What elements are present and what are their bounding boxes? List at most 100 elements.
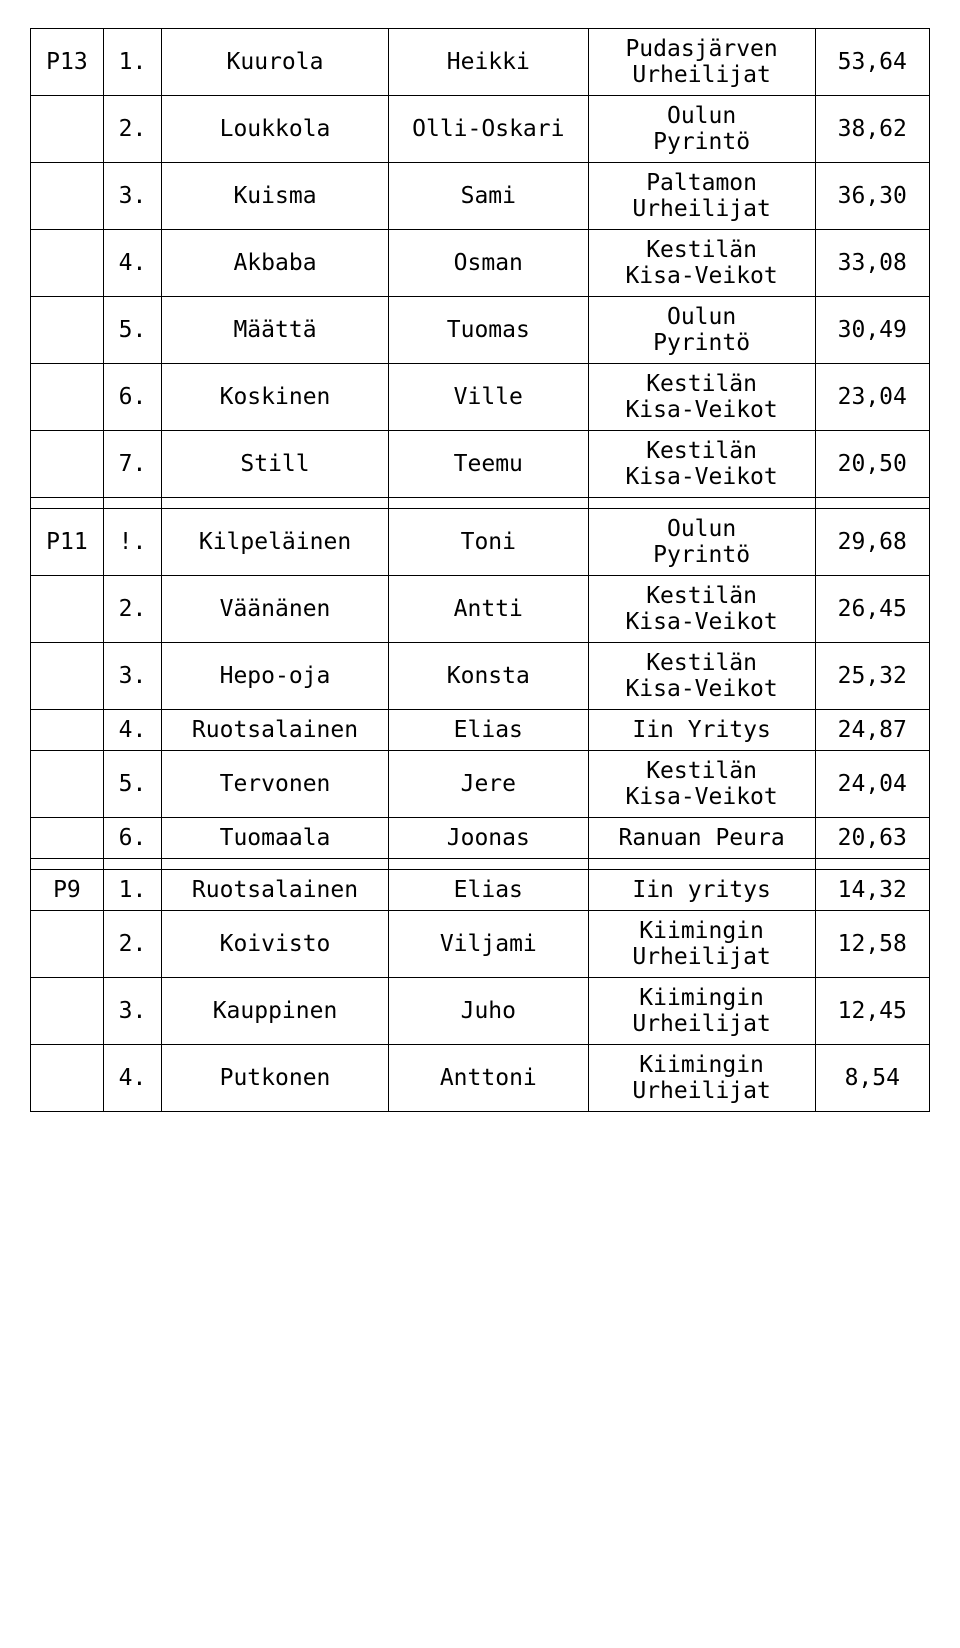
firstname-cell: Elias: [388, 870, 588, 911]
result-cell: 26,45: [815, 576, 929, 643]
firstname-cell: Elias: [388, 710, 588, 751]
spacer-cell: [815, 859, 929, 870]
club-cell: KestilänKisa-Veikot: [588, 364, 815, 431]
firstname-cell: Sami: [388, 163, 588, 230]
table-row: 4.PutkonenAnttoniKiiminginUrheilijat8,54: [31, 1045, 930, 1112]
club-cell: OulunPyrintö: [588, 297, 815, 364]
table-row: 2.VäänänenAnttiKestilänKisa-Veikot26,45: [31, 576, 930, 643]
result-cell: 30,49: [815, 297, 929, 364]
firstname-cell: Ville: [388, 364, 588, 431]
result-cell: 12,45: [815, 978, 929, 1045]
firstname-cell: Juho: [388, 978, 588, 1045]
lastname-cell: Putkonen: [162, 1045, 389, 1112]
group-cell: [31, 297, 104, 364]
club-cell: OulunPyrintö: [588, 509, 815, 576]
spacer-cell: [388, 498, 588, 509]
rank-cell: 4.: [103, 230, 161, 297]
club-cell: KestilänKisa-Veikot: [588, 431, 815, 498]
club-cell: PudasjärvenUrheilijat: [588, 29, 815, 96]
rank-cell: 7.: [103, 431, 161, 498]
group-cell: [31, 818, 104, 859]
table-row: 5.MäättäTuomasOulunPyrintö30,49: [31, 297, 930, 364]
result-cell: 25,32: [815, 643, 929, 710]
club-cell: KiiminginUrheilijat: [588, 978, 815, 1045]
firstname-cell: Toni: [388, 509, 588, 576]
group-cell: [31, 978, 104, 1045]
lastname-cell: Tervonen: [162, 751, 389, 818]
firstname-cell: Olli-Oskari: [388, 96, 588, 163]
result-cell: 29,68: [815, 509, 929, 576]
group-cell: P11: [31, 509, 104, 576]
club-cell: KestilänKisa-Veikot: [588, 230, 815, 297]
group-cell: [31, 230, 104, 297]
rank-cell: 4.: [103, 1045, 161, 1112]
firstname-cell: Joonas: [388, 818, 588, 859]
rank-cell: !.: [103, 509, 161, 576]
table-row: 3.KuismaSamiPaltamonUrheilijat36,30: [31, 163, 930, 230]
firstname-cell: Konsta: [388, 643, 588, 710]
group-cell: [31, 431, 104, 498]
table-row: 3.Hepo-ojaKonstaKestilänKisa-Veikot25,32: [31, 643, 930, 710]
club-cell: KiiminginUrheilijat: [588, 1045, 815, 1112]
table-row: 2.LoukkolaOlli-OskariOulunPyrintö38,62: [31, 96, 930, 163]
rank-cell: 2.: [103, 576, 161, 643]
group-cell: [31, 96, 104, 163]
lastname-cell: Ruotsalainen: [162, 870, 389, 911]
spacer-cell: [815, 498, 929, 509]
lastname-cell: Määttä: [162, 297, 389, 364]
table-row: P91.RuotsalainenEliasIin yritys14,32: [31, 870, 930, 911]
table-row: 2.KoivistoViljamiKiiminginUrheilijat12,5…: [31, 911, 930, 978]
table-row: 7.StillTeemuKestilänKisa-Veikot20,50: [31, 431, 930, 498]
firstname-cell: Antti: [388, 576, 588, 643]
group-cell: [31, 643, 104, 710]
result-cell: 33,08: [815, 230, 929, 297]
club-cell: KiiminginUrheilijat: [588, 911, 815, 978]
lastname-cell: Tuomaala: [162, 818, 389, 859]
club-cell: Iin yritys: [588, 870, 815, 911]
table-row: P131.KuurolaHeikkiPudasjärvenUrheilijat5…: [31, 29, 930, 96]
lastname-cell: Ruotsalainen: [162, 710, 389, 751]
lastname-cell: Koskinen: [162, 364, 389, 431]
rank-cell: 2.: [103, 96, 161, 163]
rank-cell: 5.: [103, 751, 161, 818]
firstname-cell: Viljami: [388, 911, 588, 978]
spacer-cell: [588, 859, 815, 870]
rank-cell: 2.: [103, 911, 161, 978]
club-cell: KestilänKisa-Veikot: [588, 576, 815, 643]
lastname-cell: Still: [162, 431, 389, 498]
firstname-cell: Osman: [388, 230, 588, 297]
firstname-cell: Anttoni: [388, 1045, 588, 1112]
table-row: 3.KauppinenJuhoKiiminginUrheilijat12,45: [31, 978, 930, 1045]
spacer-cell: [31, 498, 104, 509]
spacer-cell: [103, 859, 161, 870]
table-row: 5.TervonenJereKestilänKisa-Veikot24,04: [31, 751, 930, 818]
club-cell: Iin Yritys: [588, 710, 815, 751]
club-cell: OulunPyrintö: [588, 96, 815, 163]
lastname-cell: Kilpeläinen: [162, 509, 389, 576]
spacer-cell: [388, 859, 588, 870]
rank-cell: 1.: [103, 870, 161, 911]
lastname-cell: Hepo-oja: [162, 643, 389, 710]
group-cell: [31, 710, 104, 751]
result-cell: 38,62: [815, 96, 929, 163]
spacer-cell: [588, 498, 815, 509]
rank-cell: 1.: [103, 29, 161, 96]
group-cell: [31, 751, 104, 818]
firstname-cell: Jere: [388, 751, 588, 818]
club-cell: KestilänKisa-Veikot: [588, 643, 815, 710]
result-cell: 14,32: [815, 870, 929, 911]
group-cell: [31, 911, 104, 978]
result-cell: 20,63: [815, 818, 929, 859]
club-cell: Ranuan Peura: [588, 818, 815, 859]
club-cell: KestilänKisa-Veikot: [588, 751, 815, 818]
club-cell: PaltamonUrheilijat: [588, 163, 815, 230]
lastname-cell: Kuurola: [162, 29, 389, 96]
lastname-cell: Koivisto: [162, 911, 389, 978]
firstname-cell: Tuomas: [388, 297, 588, 364]
spacer-row: [31, 498, 930, 509]
rank-cell: 6.: [103, 364, 161, 431]
table-row: 4.AkbabaOsmanKestilänKisa-Veikot33,08: [31, 230, 930, 297]
group-cell: P13: [31, 29, 104, 96]
rank-cell: 5.: [103, 297, 161, 364]
rank-cell: 3.: [103, 163, 161, 230]
